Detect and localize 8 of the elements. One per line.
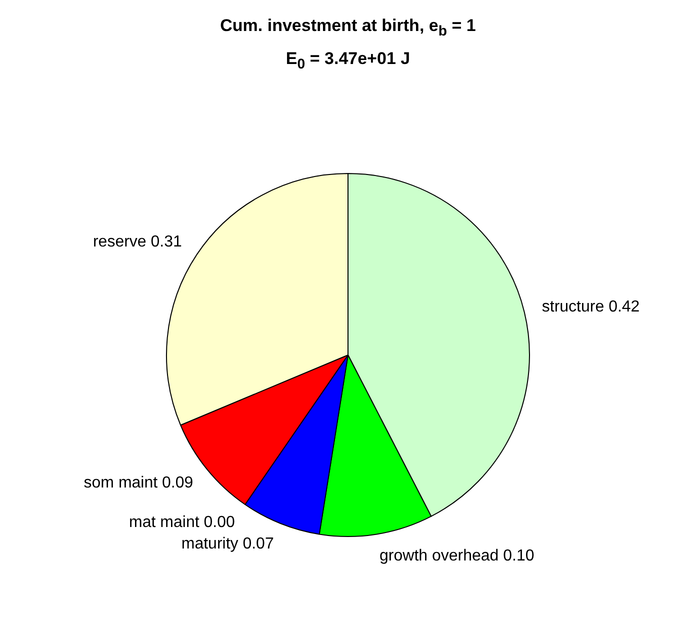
slice-label: growth overhead 0.10 [380,547,534,564]
chart-subtitle: E$_{0}$ = 3.47e+01 J [284,48,412,75]
slice-label: maturity 0.07 [181,535,274,552]
slice-label: structure 0.42 [542,298,640,316]
category-label: mat maint 0.00 [129,514,235,532]
slice-label: reserve 0.31 [92,234,182,251]
slice-label: som maint 0.09 [84,474,194,492]
chart-title: Cum. investment at birth, e$_{b}$ = 1 [219,15,477,42]
